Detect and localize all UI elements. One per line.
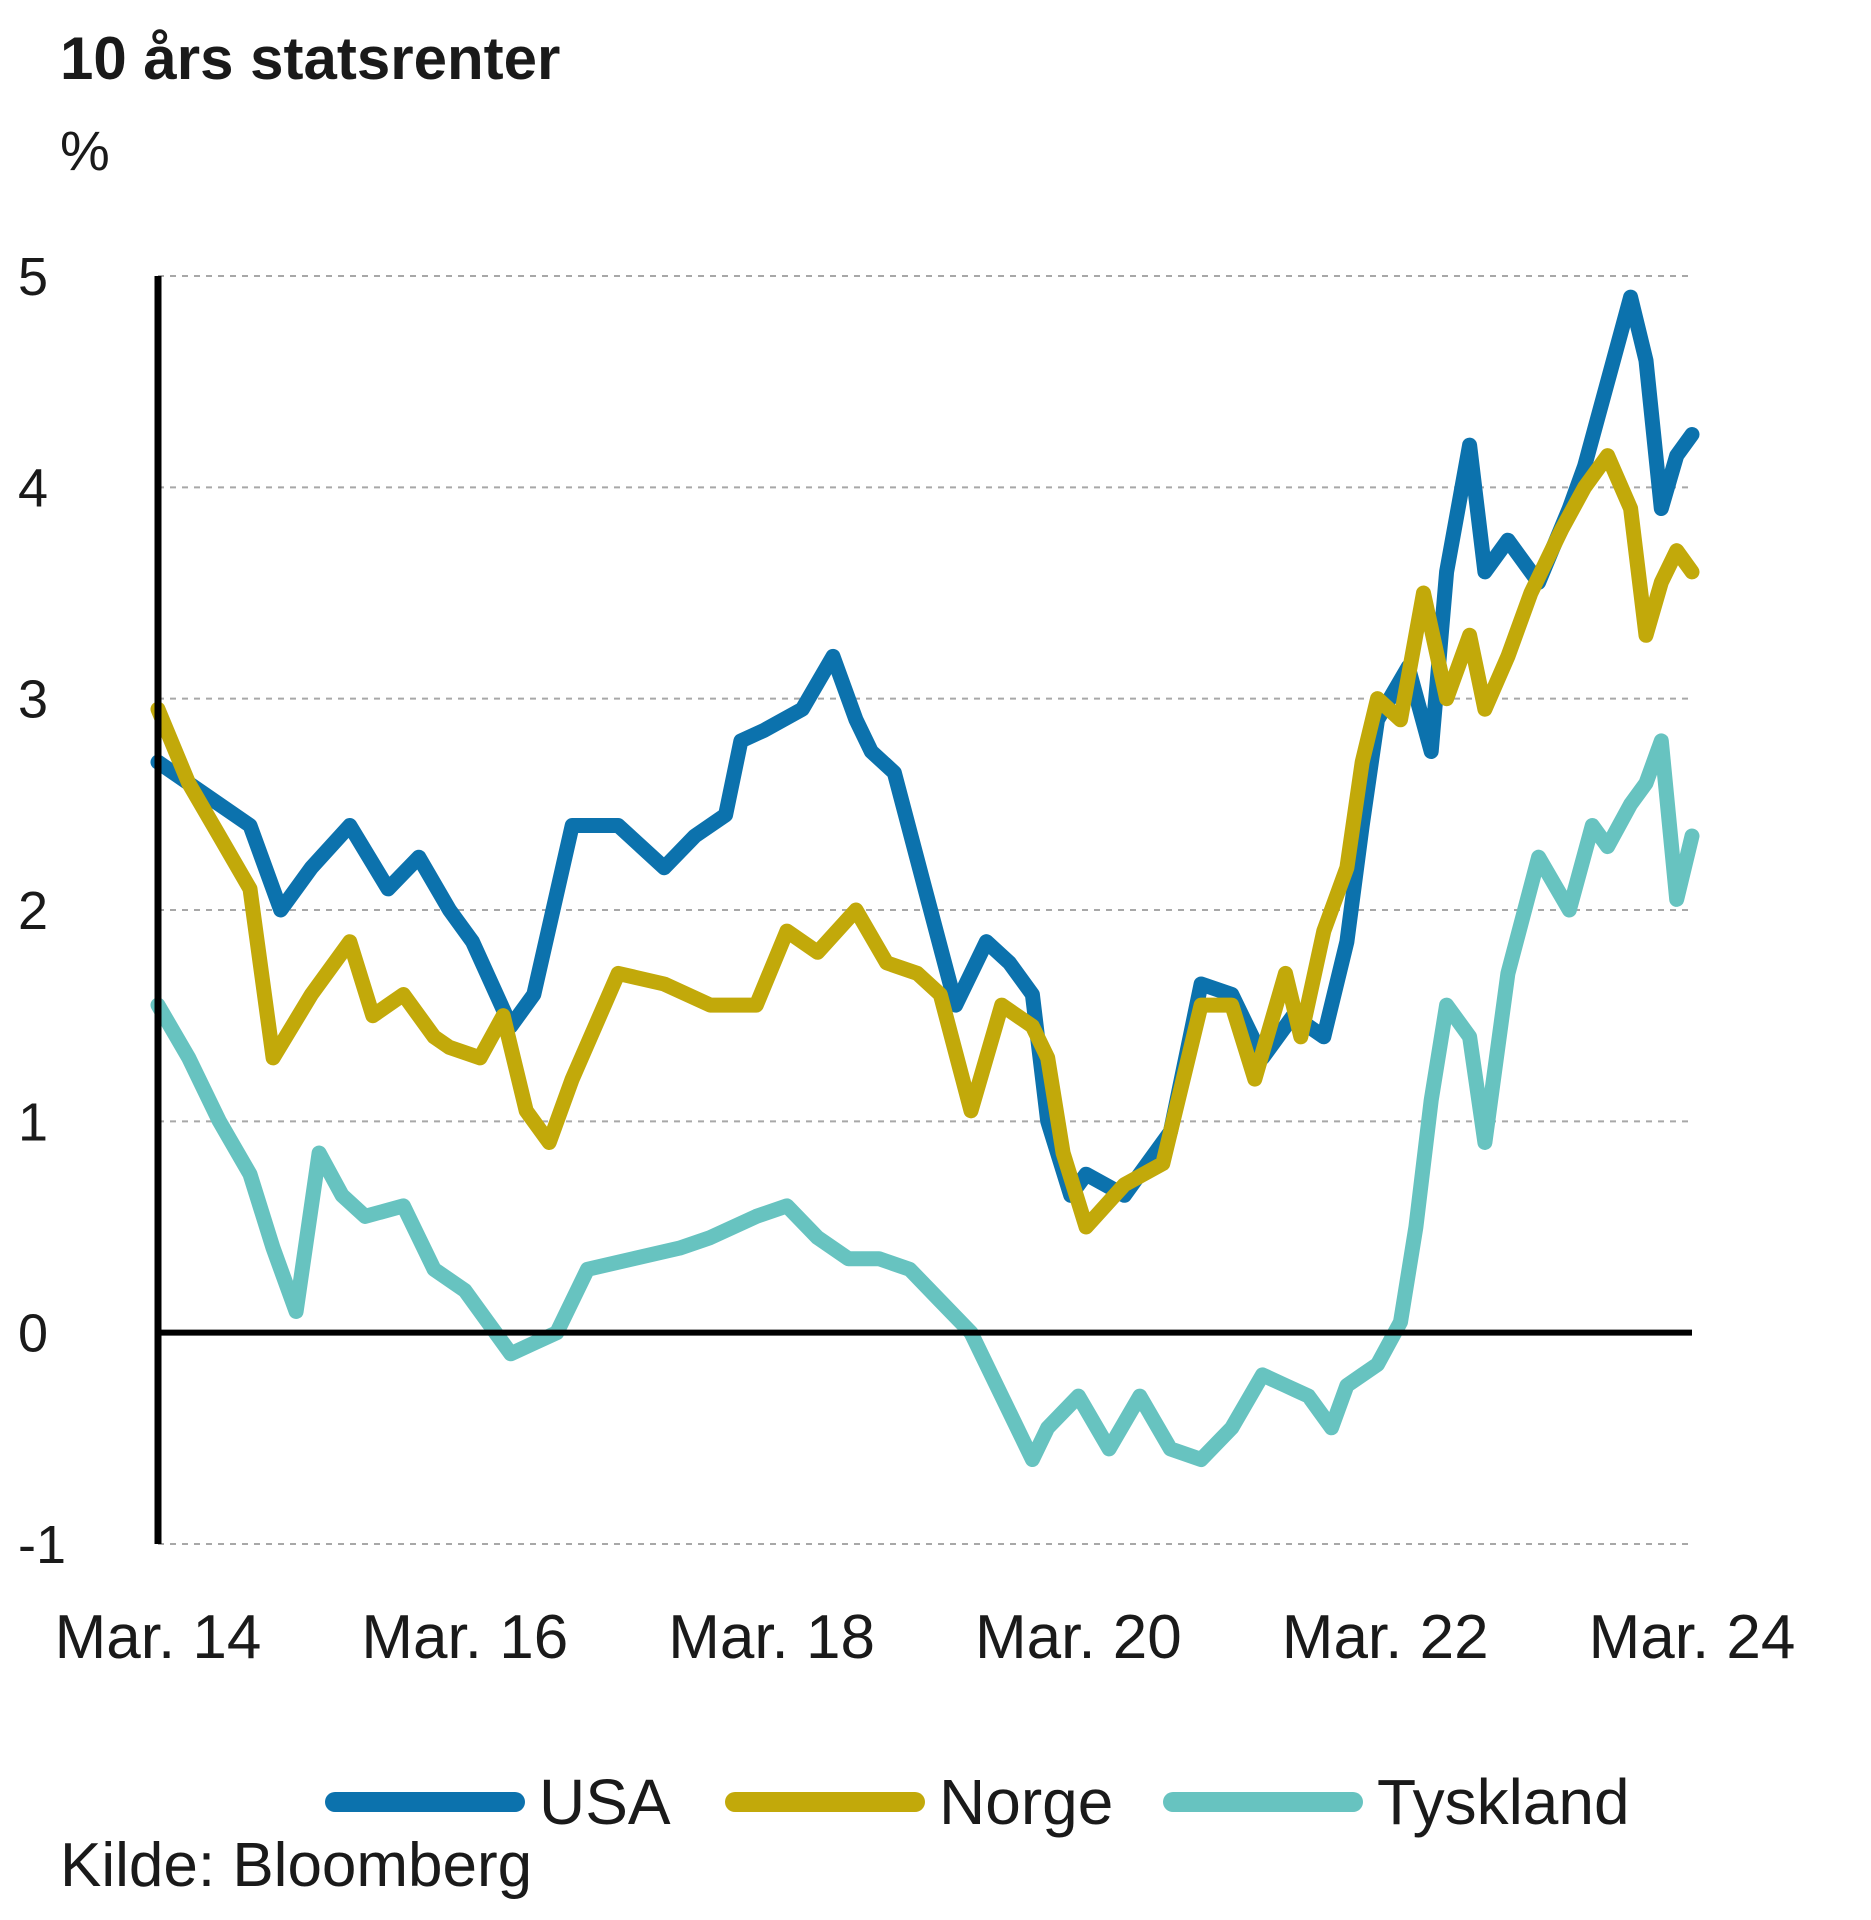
x-tick-label: Mar. 20: [975, 1603, 1182, 1672]
x-tick-labels: Mar. 14 Mar. 16 Mar. 18 Mar. 20 Mar. 22 Mar. …: [55, 1603, 1796, 1672]
y-tick-label: 4: [18, 458, 48, 518]
y-tick-label: 1: [18, 1092, 48, 1152]
y-tick-labels: 5 4 3 2 1 0 -1: [18, 247, 66, 1575]
y-tick-label: 5: [18, 247, 48, 307]
legend-item-usa: USA: [325, 1752, 671, 1852]
legend-swatch: [325, 1792, 525, 1812]
legend-label: Norge: [939, 1766, 1114, 1838]
source-note: Kilde: Bloomberg: [60, 1831, 533, 1900]
x-tick-label: Mar. 16: [361, 1603, 568, 1672]
axes: [154, 276, 1692, 1544]
legend-swatch: [725, 1792, 925, 1812]
series-line-usa: [150, 289, 1700, 1203]
grid-lines: [158, 275, 1692, 1545]
legend-item-tyskland: Tyskland: [1163, 1752, 1630, 1852]
y-tick-label: 2: [18, 881, 48, 941]
chart-title: 10 års statsrenter: [60, 25, 561, 92]
series-line-tyskland: [150, 733, 1700, 1467]
series-lines: [150, 289, 1700, 1467]
y-tick-label: 3: [18, 670, 48, 730]
legend-label: USA: [539, 1766, 671, 1838]
x-tick-label: Mar. 22: [1282, 1603, 1489, 1672]
y-tick-label: -1: [18, 1515, 66, 1575]
x-tick-label: Mar. 24: [1589, 1603, 1796, 1672]
y-tick-label: 0: [18, 1304, 48, 1364]
series-line-norge: [150, 448, 1700, 1235]
legend-item-norge: Norge: [725, 1752, 1113, 1852]
x-tick-label: Mar. 18: [668, 1603, 875, 1672]
legend-label: Tyskland: [1377, 1766, 1630, 1838]
x-tick-label: Mar. 14: [55, 1603, 262, 1672]
legend-swatch: [1163, 1792, 1363, 1812]
y-axis-unit-label: %: [60, 119, 110, 182]
legend: USA Norge Tyskland: [0, 1752, 1871, 1852]
